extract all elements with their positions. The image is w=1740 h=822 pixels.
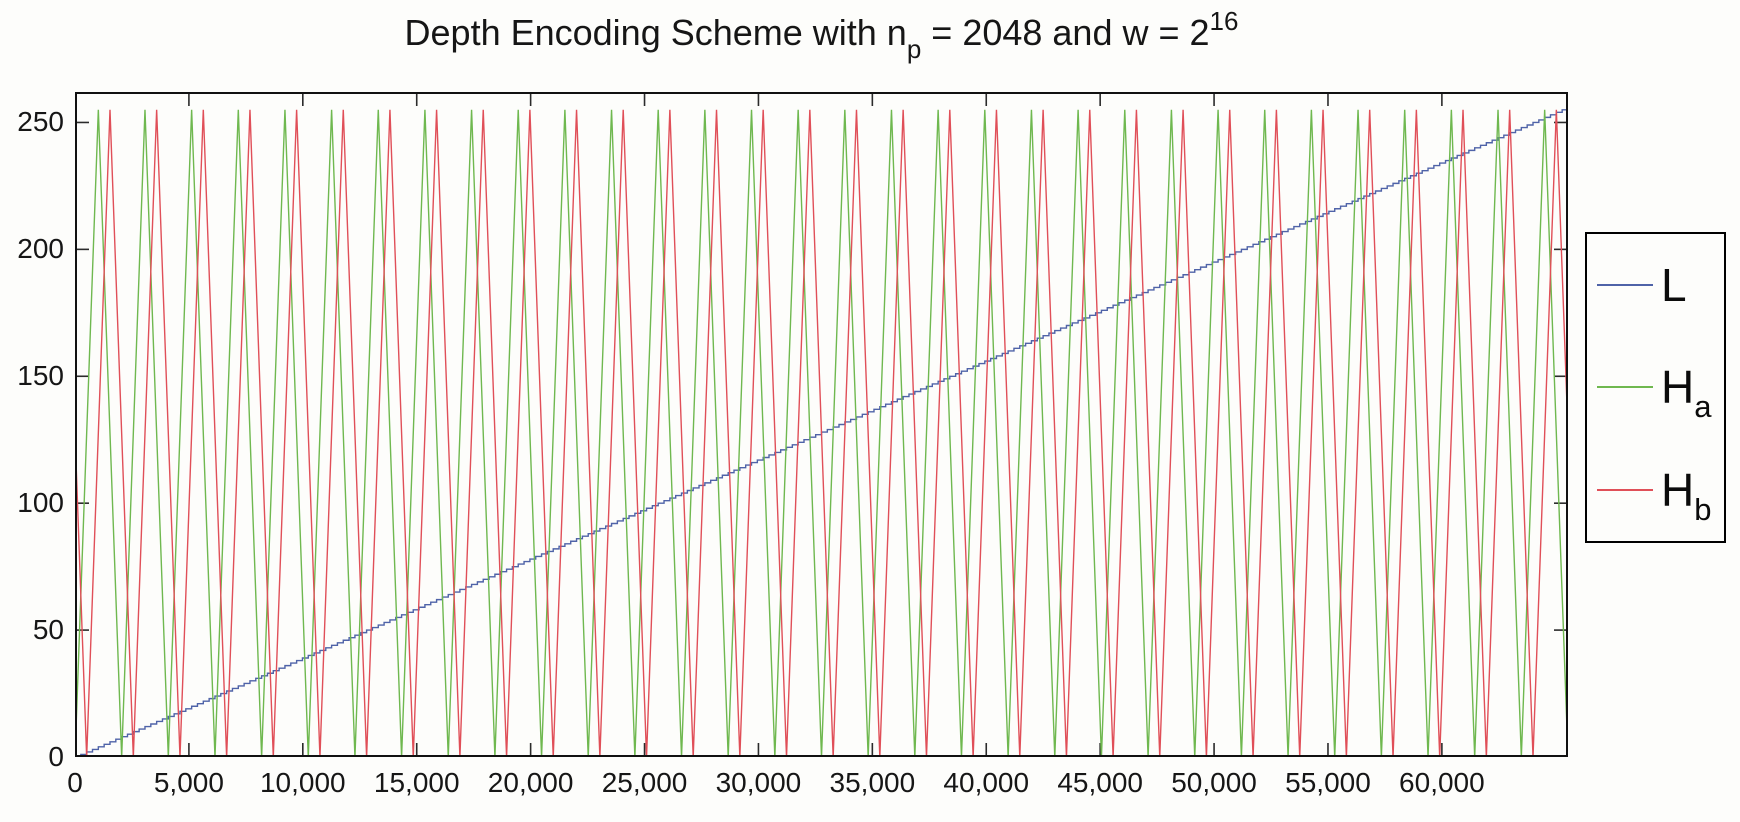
y-tick-label-100: 100: [17, 487, 64, 519]
legend-entry-Ha: Ha: [1587, 361, 1724, 425]
legend-label-Hb: Hb: [1661, 463, 1712, 527]
x-tick-label-60,000: 60,000: [1399, 767, 1485, 798]
plot-area: [75, 92, 1568, 757]
y-tick-label-0: 0: [48, 741, 64, 772]
y-tick-label-50: 50: [32, 614, 64, 646]
y-tick-label-200: 200: [17, 233, 64, 265]
chart-title-text: Depth Encoding Scheme with n: [404, 12, 907, 53]
chart-title: Depth Encoding Scheme with np = 2048 and…: [75, 8, 1568, 62]
x-tick-label-55,000: 55,000: [1285, 767, 1371, 798]
x-tick-label-35,000: 35,000: [829, 767, 916, 798]
chart-title-subscript: p: [906, 34, 922, 64]
x-tick-label-0: 0: [67, 767, 83, 798]
x-tick-label-50,000: 50,000: [1171, 767, 1257, 798]
legend-entry-L: L: [1587, 262, 1724, 308]
legend: L Ha Hb: [1585, 232, 1726, 543]
legend-line-sample-L: [1597, 284, 1653, 287]
chart-canvas: [75, 92, 1568, 757]
x-tick-label-25,000: 25,000: [601, 767, 688, 798]
x-tick-label-5,000: 5,000: [153, 767, 224, 798]
x-tick-label-40,000: 40,000: [943, 767, 1030, 798]
legend-label-L: L: [1661, 259, 1687, 312]
legend-entry-Hb: Hb: [1587, 463, 1724, 527]
x-tick-label-30,000: 30,000: [715, 767, 802, 798]
chart-title-superscript: 16: [1209, 6, 1239, 36]
legend-line-sample-Ha: [1597, 386, 1653, 389]
chart-title-text-2: = 2048 and w = 2: [921, 12, 1210, 53]
x-tick-label-15,000: 15,000: [373, 767, 460, 798]
y-tick-label-150: 150: [17, 360, 64, 392]
series-H_a-line: [75, 109, 1568, 757]
x-tick-label-20,000: 20,000: [487, 767, 574, 798]
legend-label-Ha: Ha: [1661, 361, 1712, 425]
series-H_b-line: [75, 109, 1568, 757]
axes-box: [75, 92, 1568, 757]
legend-line-sample-Hb: [1597, 488, 1653, 491]
y-tick-label-250: 250: [17, 106, 64, 138]
x-tick-label-45,000: 45,000: [1057, 767, 1143, 798]
x-tick-label-10,000: 10,000: [259, 767, 346, 798]
